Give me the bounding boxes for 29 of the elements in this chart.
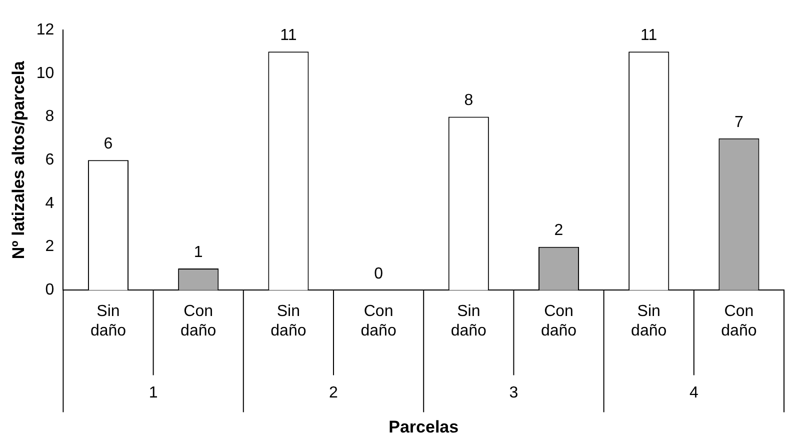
x-tick-label: Con daño — [180, 303, 216, 340]
y-tick-label: 10 — [36, 64, 54, 82]
x-tick-label: Sin daño — [450, 303, 487, 340]
x-tick-label: Con daño — [540, 303, 577, 340]
y-tick-label: 8 — [45, 108, 54, 126]
text: 1 — [148, 384, 158, 402]
x-axis-title: Parcelas — [388, 417, 459, 436]
x-tick-label: Con daño — [721, 303, 757, 340]
x-tick-label: Con daño — [360, 303, 396, 340]
data-label: 7 — [734, 114, 744, 131]
text: 4 — [689, 384, 698, 402]
data-label: 0 — [374, 266, 384, 283]
data-label: 2 — [554, 222, 564, 240]
text: 3 — [509, 384, 518, 402]
x-tick-label: Sin daño — [631, 303, 667, 340]
data-label: 11 — [640, 27, 658, 44]
x-tick-label: Sin daño — [90, 303, 126, 340]
y-tick-label: 6 — [45, 152, 54, 169]
x-tick-label: Sin daño — [270, 303, 306, 340]
y-tick-label: 12 — [36, 21, 54, 38]
y-axis-title: Nº latizales altos/parcela — [8, 60, 28, 260]
data-label: 11 — [280, 27, 297, 44]
data-label: 6 — [104, 136, 113, 153]
data-label: 1 — [194, 244, 203, 261]
y-tick-label: 4 — [45, 194, 54, 212]
data-label: 8 — [464, 92, 474, 110]
y-tick-label: 2 — [45, 238, 54, 256]
text: 2 — [329, 384, 338, 402]
y-tick-label: 0 — [45, 282, 54, 299]
